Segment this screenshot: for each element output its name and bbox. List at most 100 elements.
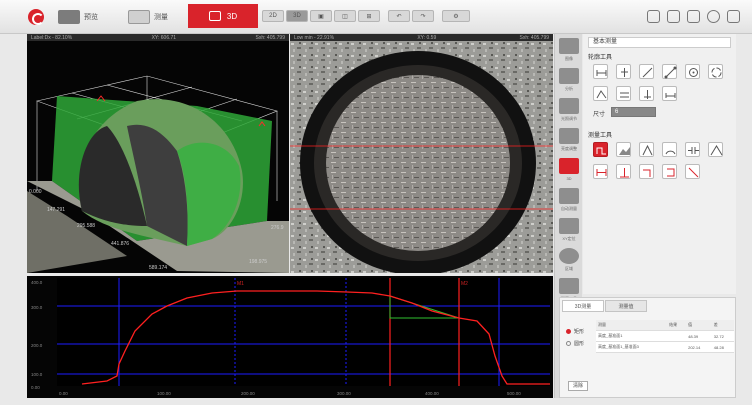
camera-settings-icon[interactable] (647, 10, 660, 23)
axis-label-5: 198.975 (249, 259, 267, 265)
radio-circle[interactable]: 圆形 (566, 340, 584, 347)
view-grid-button[interactable]: ⊞ (358, 10, 380, 22)
view-3d-button[interactable]: 3D (286, 10, 308, 22)
analysis-tool-button[interactable] (559, 68, 579, 84)
cell (667, 331, 686, 342)
cell (667, 342, 686, 353)
brightness-button[interactable] (559, 128, 579, 144)
3d-tool-button[interactable] (559, 158, 579, 174)
radius-tool[interactable] (662, 142, 677, 157)
parallel-tool[interactable] (616, 86, 631, 101)
slope-tool[interactable] (685, 164, 700, 179)
view3d-header-mid: XY: 606.71 (152, 35, 176, 41)
measure-tab[interactable]: 测量 (128, 7, 168, 27)
panel-title: 基本测量 (588, 37, 731, 48)
cell: 48.39 (686, 331, 712, 342)
view3d-header-left: Label:Dx - 82.10% (31, 35, 72, 41)
view3d-header-right: Sxh: 405.799 (256, 35, 285, 41)
corner-tool[interactable] (639, 164, 654, 179)
region-label: 区域 (556, 266, 582, 272)
x-tick-3: 300.00 (337, 391, 351, 396)
col-measure: 测量 (596, 320, 667, 331)
image-header-left: Low min - 22.91% (294, 35, 334, 41)
cube-icon (209, 11, 221, 21)
microscope-image-view[interactable] (290, 41, 553, 273)
size-input[interactable]: 6 (611, 107, 656, 117)
tab-3d-measure[interactable]: 3D测量 (562, 300, 604, 312)
y-tick-1: 300.0 (31, 305, 43, 310)
settings-dropdown[interactable]: ⚙ (442, 10, 470, 22)
xy-position-button[interactable] (559, 218, 579, 234)
distance-tool[interactable] (662, 86, 677, 101)
diagonal-line-tool[interactable] (639, 64, 654, 79)
view-2d-button[interactable]: 2D (262, 10, 284, 22)
contour-tools-heading: 轮廓工具 (588, 52, 612, 61)
width-tool[interactable] (685, 142, 700, 157)
clear-button[interactable]: 清除 (568, 381, 588, 391)
col-diff: 差 (712, 320, 734, 331)
save-icon[interactable] (687, 10, 700, 23)
preview-tab[interactable]: 预览 (58, 7, 98, 27)
tool-panel: 基本测量 轮廓工具 尺寸 6 测量工具 (583, 34, 736, 294)
tab-3d[interactable]: 3D (188, 4, 258, 28)
line-horizontal-tool[interactable] (593, 64, 608, 79)
step-tool[interactable] (616, 164, 631, 179)
view-split-button[interactable]: ◫ (334, 10, 356, 22)
tab-3d-label: 3D (227, 12, 237, 21)
x-tick-5: 500.00 (507, 391, 521, 396)
angle-tool[interactable] (639, 142, 654, 157)
axis-label-2: 295.588 (77, 223, 95, 229)
results-tabs: 3D测量 测量值 (562, 300, 647, 312)
auto-measure-button[interactable] (559, 188, 579, 204)
col-value: 值 (686, 320, 712, 331)
image-header-mid: XY: 0.59 (417, 35, 436, 41)
3d-surface-view[interactable]: 0.000 147.291 295.588 441.876 589.174 19… (27, 41, 289, 273)
peak-tool[interactable] (708, 142, 723, 157)
users-icon[interactable] (667, 10, 680, 23)
arc-tool[interactable] (708, 64, 723, 79)
height-profile-chart[interactable]: M1 M2 400.0 300.0 200.0 100.0 0.00 0.00 … (27, 276, 553, 398)
tab-measure-values[interactable]: 测量值 (605, 300, 647, 312)
light-adjust-button[interactable] (559, 98, 579, 114)
circle-tool[interactable] (685, 64, 700, 79)
view-mode-buttons: 2D 3D ▣ ◫ ⊞ ↶ ↷ ⚙ (262, 10, 470, 22)
image-header-right: Sxh: 405.799 (520, 35, 549, 41)
bracket-tool[interactable] (662, 164, 677, 179)
table-row[interactable]: 高度_基准面1_基准面3 202.14 48.28 (596, 342, 734, 353)
image-header: Low min - 22.91% XY: 0.59 Sxh: 405.799 (290, 34, 553, 41)
camera-icon (58, 10, 80, 24)
area-tool[interactable] (616, 142, 631, 157)
view3d-header: Label:Dx - 82.10% XY: 606.71 Sxh: 405.79… (27, 34, 289, 41)
3d-tool-label: 3D (556, 176, 582, 181)
radio-rect-label: 矩形 (574, 328, 584, 335)
region-button[interactable] (559, 248, 579, 264)
view-single-button[interactable]: ▣ (310, 10, 332, 22)
col-result: 结果 (667, 320, 686, 331)
top-toolbar: 预览 测量 3D 2D 3D ▣ ◫ ⊞ ↶ ↷ ⚙ (0, 0, 752, 34)
gear-icon[interactable] (707, 10, 720, 23)
axis-label-4: 589.174 (149, 265, 167, 271)
height-tool[interactable] (593, 142, 608, 157)
table-header-row: 测量 结果 值 差 (596, 320, 734, 331)
measure-tab-label: 测量 (154, 12, 168, 22)
node-tool[interactable] (639, 86, 654, 101)
undo-button[interactable]: ↶ (388, 10, 410, 22)
radio-rect[interactable]: 矩形 (566, 328, 584, 335)
radio-dot-icon (566, 341, 571, 346)
radio-circle-label: 圆形 (574, 340, 584, 347)
x-tick-1: 100.00 (157, 391, 171, 396)
auto-measure-label: 自动测量 (556, 206, 582, 212)
span-tool[interactable] (593, 164, 608, 179)
x-tick-0: 0.00 (59, 391, 68, 396)
line-vertical-tool[interactable] (616, 64, 631, 79)
close-icon[interactable] (727, 10, 740, 23)
redo-button[interactable]: ↷ (412, 10, 434, 22)
app-logo (28, 9, 44, 25)
point-line-tool[interactable] (662, 64, 677, 79)
measure-tool-button[interactable] (559, 278, 579, 294)
table-row[interactable]: 高度_基准面1 48.39 32.72 (596, 331, 734, 342)
image-tool-button[interactable] (559, 38, 579, 54)
polyline-tool[interactable] (593, 86, 608, 101)
y-tick-4: 0.00 (31, 385, 40, 390)
